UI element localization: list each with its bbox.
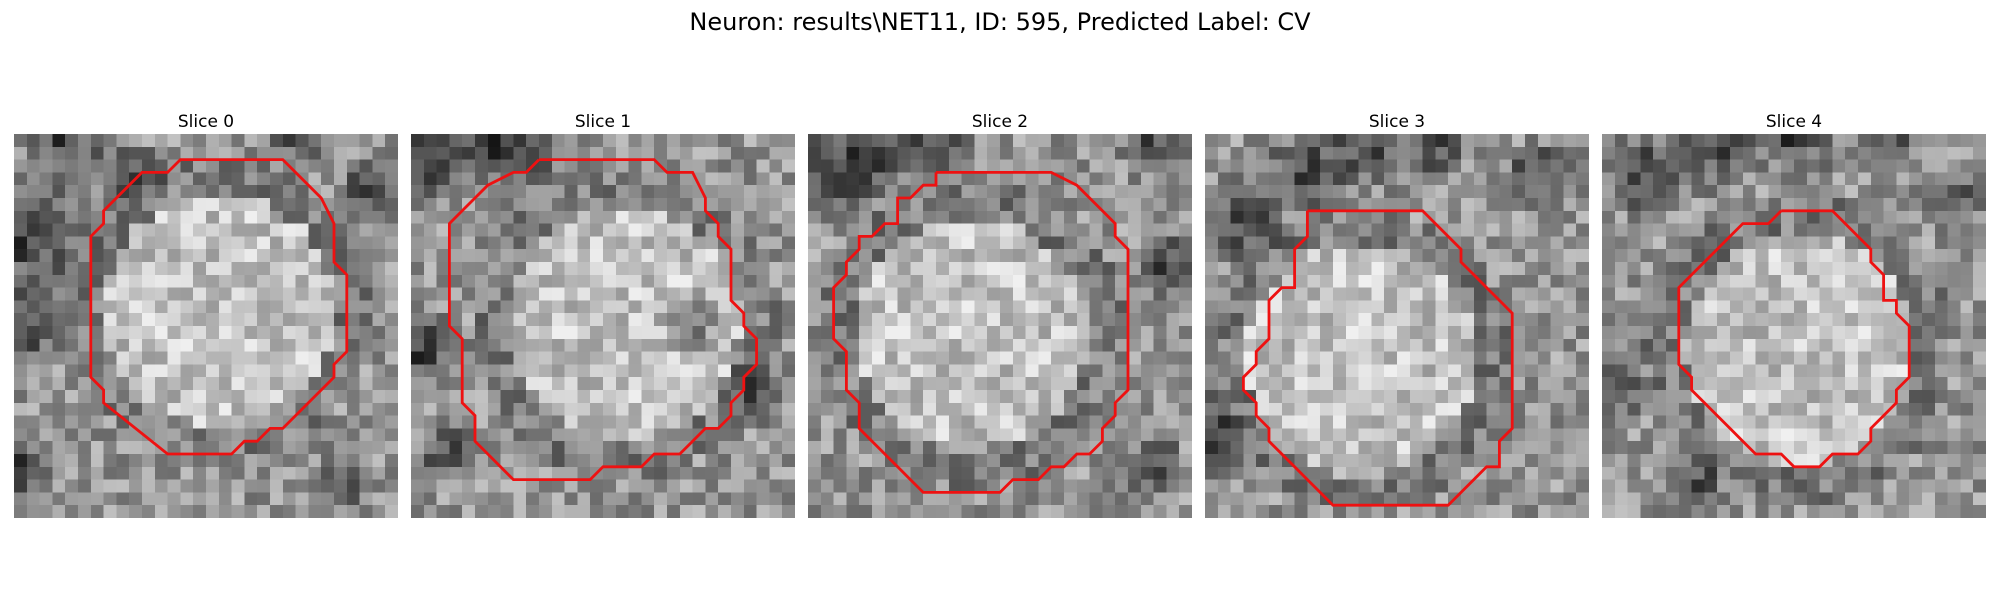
neuron-contour: [447, 158, 759, 482]
slice-panel-4: Slice 4: [1602, 110, 1986, 518]
slice-image: [1602, 134, 1986, 518]
neuron-contour: [1241, 209, 1514, 507]
slice-panel-0: Slice 0: [14, 110, 398, 518]
neuron-contour: [832, 170, 1130, 494]
slice-panel-1: Slice 1: [411, 110, 795, 518]
figure-title: Neuron: results\NET11, ID: 595, Predicte…: [689, 8, 1311, 36]
pixel-grid: [808, 134, 1192, 518]
slice-panel-3: Slice 3: [1205, 110, 1589, 518]
neuron-contour: [1677, 209, 1911, 469]
slice-image: [1205, 134, 1589, 518]
slice-title: Slice 2: [971, 112, 1029, 132]
neuron-contour: [89, 158, 349, 456]
slice-title: Slice 4: [1765, 112, 1823, 132]
pixel-grid: [1602, 134, 1986, 518]
pixel-grid: [1205, 134, 1589, 518]
slice-image: [14, 134, 398, 518]
pixel-grid: [14, 134, 398, 518]
slice-title: Slice 0: [177, 112, 235, 132]
slice-title: Slice 3: [1368, 112, 1426, 132]
slice-image: [411, 134, 795, 518]
pixel-grid: [411, 134, 795, 518]
slice-title: Slice 1: [574, 112, 632, 132]
slice-panel-2: Slice 2: [808, 110, 1192, 518]
slice-image: [808, 134, 1192, 518]
